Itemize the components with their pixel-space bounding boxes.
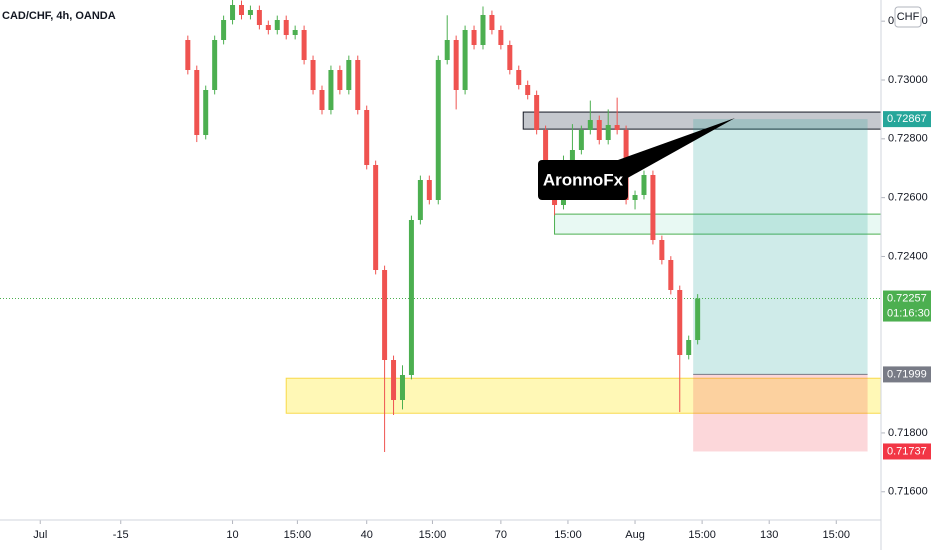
y-tick-label: 0.72600 [888, 192, 928, 204]
candle-body [480, 15, 486, 45]
last-price-box [883, 290, 931, 322]
candle-body [507, 45, 513, 70]
candle-body [516, 70, 522, 85]
candle-body [319, 90, 325, 110]
candle-body [364, 110, 370, 165]
candle-body [605, 125, 611, 140]
chart-title: CAD/CHF, 4h, OANDA [2, 10, 116, 22]
loss-zone [693, 374, 868, 452]
candle-body [212, 40, 218, 90]
last-price-label: 0.72257 [887, 292, 927, 304]
x-tick-label: Aug [625, 529, 645, 541]
candle-body [310, 60, 316, 90]
countdown-label: 01:16:30 [887, 307, 930, 319]
candle-body [498, 30, 504, 45]
candle-body [534, 95, 540, 130]
candle-body [373, 165, 379, 270]
y-tick-label: 0.72800 [888, 133, 928, 145]
annotation-text: AronnoFx [543, 170, 624, 189]
y-tick-label: 0.71600 [888, 486, 928, 498]
candle-body [274, 20, 280, 30]
candle-body [596, 120, 602, 140]
candle-body [337, 70, 343, 90]
candle-body [569, 150, 575, 160]
candle-body [221, 20, 227, 40]
x-tick-label: 15:00 [823, 529, 851, 541]
currency-button[interactable] [894, 6, 922, 28]
candle-body [185, 40, 191, 70]
candle-body [462, 30, 468, 90]
candle-body [247, 10, 253, 15]
candle-body [408, 220, 414, 375]
candle-body [391, 360, 397, 400]
x-tick-label: Jul [33, 529, 47, 541]
candle-body [256, 10, 262, 25]
callout-box [538, 160, 628, 200]
candle-body [435, 60, 441, 200]
candle-body [650, 175, 656, 240]
candle-body [641, 175, 647, 195]
x-tick-label: 10 [226, 529, 238, 541]
candle-body [426, 180, 432, 200]
price-labels: 0.72867 0.71999 0.71737 0.72257 01:16:30 [883, 111, 931, 460]
x-tick-label: 40 [361, 529, 373, 541]
candle-body [355, 60, 361, 110]
candle-body [417, 180, 423, 220]
stop-label-box [883, 443, 931, 460]
target-label-box [883, 111, 931, 128]
candle-body [203, 90, 209, 135]
candle-body [695, 298, 701, 340]
x-tick-label: 15:00 [419, 529, 447, 541]
candle-body [230, 5, 236, 20]
candle-body [301, 30, 307, 60]
y-tick-label: 0.71800 [888, 427, 928, 439]
candle-body [659, 240, 665, 260]
currency-label[interactable]: CHF [897, 11, 920, 23]
candle-body [614, 125, 620, 130]
candle-body [668, 260, 674, 290]
x-tick-label: -15 [113, 529, 129, 541]
candle-body [399, 375, 405, 400]
candle-body [382, 270, 388, 360]
x-tick-label: 15:00 [554, 529, 582, 541]
candle-body [525, 85, 531, 95]
x-tick-label: 15:00 [284, 529, 312, 541]
entry-label-box [883, 366, 931, 383]
callout-pointer [618, 118, 735, 180]
candle-body [265, 25, 271, 30]
candle-body [471, 30, 477, 45]
stop-label: 0.71737 [887, 445, 927, 457]
candles [185, 0, 701, 453]
profit-zone [693, 119, 868, 375]
candle-body [686, 340, 692, 355]
candle-body [283, 20, 289, 35]
x-tick-label: 130 [760, 529, 778, 541]
candle-body [578, 130, 584, 150]
candle-body [632, 195, 638, 200]
entry-label: 0.71999 [887, 368, 927, 380]
x-tick-label: 70 [495, 529, 507, 541]
y-tick-label: 0.73000 [888, 74, 928, 86]
candle-body [677, 290, 683, 355]
y-tick-label: 0.72400 [888, 250, 928, 262]
annotation-callout: AronnoFx [538, 118, 735, 200]
candle-body [489, 15, 495, 30]
candle-body [292, 30, 298, 35]
candle-body [194, 70, 200, 135]
candle-body [238, 5, 244, 15]
candle-body [328, 70, 334, 110]
candle-body [453, 40, 459, 90]
candle-body [587, 120, 593, 130]
x-tick-label: 15:00 [688, 529, 716, 541]
candle-body [444, 40, 450, 60]
target-label: 0.72867 [887, 113, 927, 125]
candle-body [346, 60, 352, 90]
